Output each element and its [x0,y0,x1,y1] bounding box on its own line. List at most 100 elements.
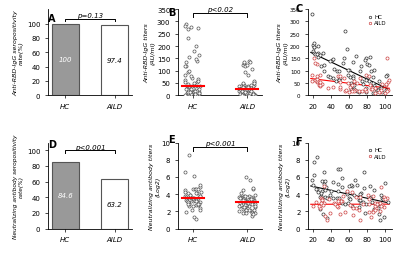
Point [190,199,196,203]
HC [360,170,367,174]
Point [191,215,198,219]
Point [184,92,190,96]
HC [362,79,369,83]
AILD [378,89,384,93]
HC [366,184,373,188]
HC [314,56,321,60]
HC [351,193,357,197]
HC [329,59,335,63]
AILD [357,195,363,199]
AILD [362,87,369,91]
HC [364,63,370,67]
Point [196,54,202,58]
Point [196,87,202,91]
HC [374,206,381,210]
AILD [331,201,338,205]
AILD [316,84,323,88]
HC [318,191,324,195]
Point [244,197,251,201]
Point [183,195,190,199]
Point [186,204,192,208]
Point [238,203,244,208]
Text: 84.6: 84.6 [58,193,73,199]
Point [182,79,188,83]
HC [379,91,386,95]
HC [322,188,328,193]
Point [196,200,203,204]
Point [245,89,251,93]
Point [185,85,192,89]
Point [244,195,250,199]
Point [241,84,247,88]
Point [244,199,250,203]
HC [324,74,331,78]
AILD [352,195,359,199]
Point [182,188,188,192]
HC [363,57,369,61]
HC [347,76,353,80]
Point [196,183,203,187]
HC [310,183,316,187]
Point [248,211,255,215]
AILD [350,207,357,211]
Point [184,88,191,92]
Text: A: A [48,14,56,24]
AILD [366,202,373,206]
HC [329,196,336,200]
Point [250,198,256,202]
AILD [314,78,320,82]
AILD [313,74,320,78]
Point [185,37,191,41]
Point [246,195,252,199]
AILD [320,201,327,205]
AILD [334,204,340,208]
HC [348,184,355,188]
HC [321,170,327,174]
Point [245,85,251,89]
AILD [381,196,388,200]
Text: D: D [48,139,56,149]
AILD [368,215,374,219]
Point [246,88,252,92]
Point [189,196,196,200]
Legend: HC, AILD: HC, AILD [365,13,389,28]
HC [351,88,357,92]
AILD [349,90,355,94]
HC [320,52,326,56]
Point [247,61,253,65]
HC [378,193,384,197]
Point [242,91,248,95]
HC [336,79,342,83]
Point [187,90,193,94]
Point [242,71,249,75]
Point [243,211,249,215]
AILD [383,196,390,200]
HC [309,13,315,17]
HC [356,205,363,210]
Bar [52,24,79,96]
HC [336,198,342,202]
HC [336,70,342,74]
Point [189,85,196,89]
Point [250,94,257,98]
AILD [337,212,344,216]
HC [356,70,363,74]
Point [236,88,242,92]
Point [194,81,200,85]
HC [335,189,341,193]
Point [188,92,194,96]
AILD [358,89,365,93]
AILD [372,92,378,96]
HC [316,208,323,212]
HC [347,197,354,201]
HC [362,211,368,215]
AILD [370,209,376,213]
Point [252,204,258,209]
AILD [317,80,323,84]
Point [182,190,188,195]
HC [337,77,344,81]
HC [342,29,348,34]
HC [348,82,355,86]
Point [242,91,248,95]
Point [186,90,192,94]
